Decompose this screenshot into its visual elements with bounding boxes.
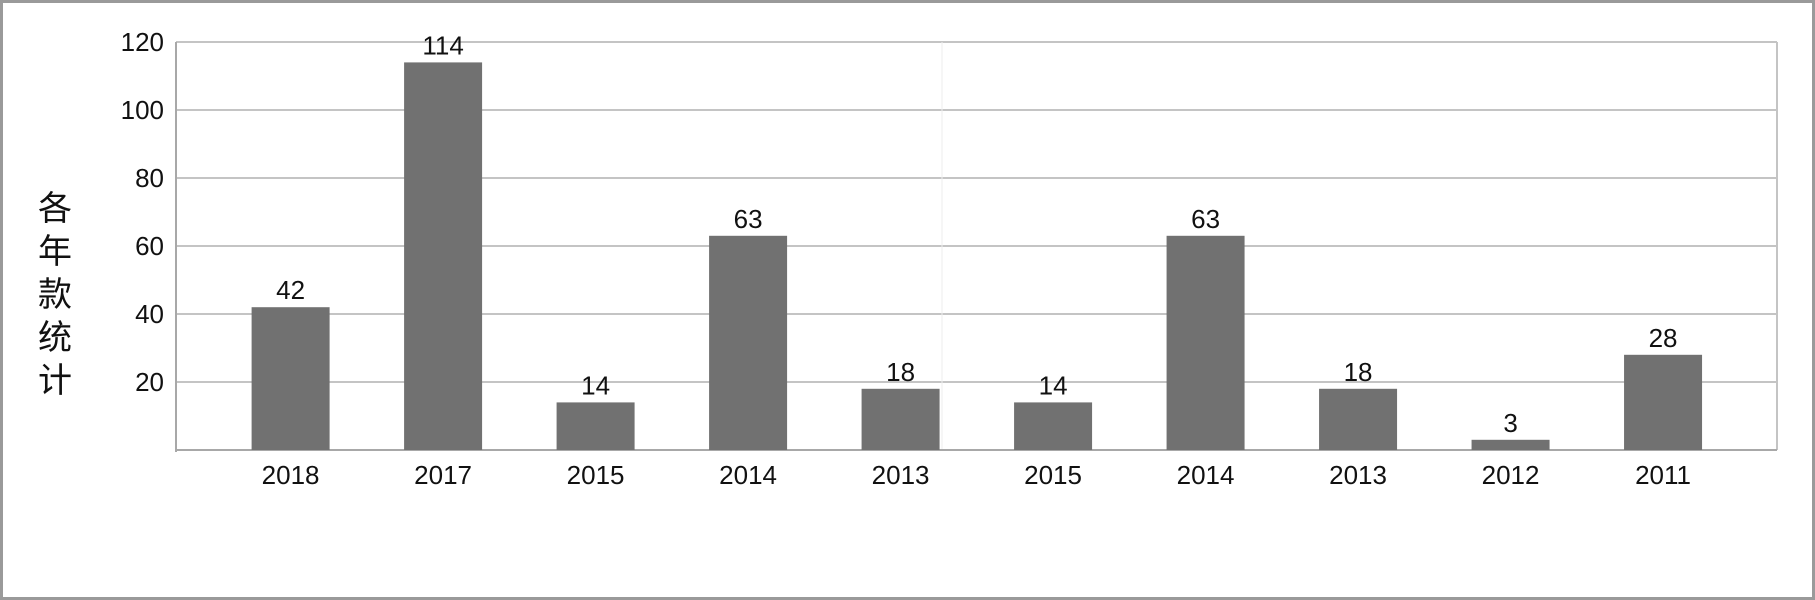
data-label: 63 xyxy=(734,204,763,234)
bar-chart: 20 40 60 80 100 120 42 2018 114 2017 14 2015 63 2014 1… xyxy=(121,27,1778,490)
data-label: 14 xyxy=(581,370,610,400)
data-label: 3 xyxy=(1503,408,1517,438)
x-tick-label: 2012 xyxy=(1482,460,1540,490)
data-label: 14 xyxy=(1039,370,1068,400)
bar xyxy=(709,235,788,450)
bar xyxy=(861,388,940,450)
data-label: 18 xyxy=(886,357,915,387)
bar xyxy=(1319,388,1398,450)
x-tick-label: 2018 xyxy=(262,460,320,490)
bar xyxy=(1624,354,1703,450)
data-label: 114 xyxy=(422,30,463,60)
data-label: 18 xyxy=(1344,357,1373,387)
x-tick-label: 2015 xyxy=(567,460,625,490)
y-axis-title: 各年款统计 xyxy=(38,189,72,401)
bar xyxy=(404,62,483,451)
x-tick-label: 2015 xyxy=(1024,460,1082,490)
x-tick-label: 2011 xyxy=(1635,460,1691,490)
x-tick-label: 2014 xyxy=(719,460,777,490)
y-tick-label: 60 xyxy=(135,231,164,261)
bar xyxy=(251,307,330,450)
data-label: 28 xyxy=(1649,323,1678,353)
y-tick-label: 20 xyxy=(135,367,164,397)
x-tick-label: 2013 xyxy=(1329,460,1387,490)
y-tick-label: 100 xyxy=(121,95,164,125)
x-tick-label: 2013 xyxy=(872,460,930,490)
y-tick-label: 120 xyxy=(121,27,164,57)
bar xyxy=(556,402,635,450)
bar xyxy=(1471,439,1550,450)
y-tick-label: 40 xyxy=(135,299,164,329)
data-label: 63 xyxy=(1191,204,1220,234)
bar xyxy=(1166,235,1245,450)
data-label: 42 xyxy=(276,275,305,305)
y-tick-label: 80 xyxy=(135,163,164,193)
x-tick-label: 2017 xyxy=(414,460,472,490)
bar xyxy=(1014,402,1093,450)
x-tick-label: 2014 xyxy=(1177,460,1235,490)
